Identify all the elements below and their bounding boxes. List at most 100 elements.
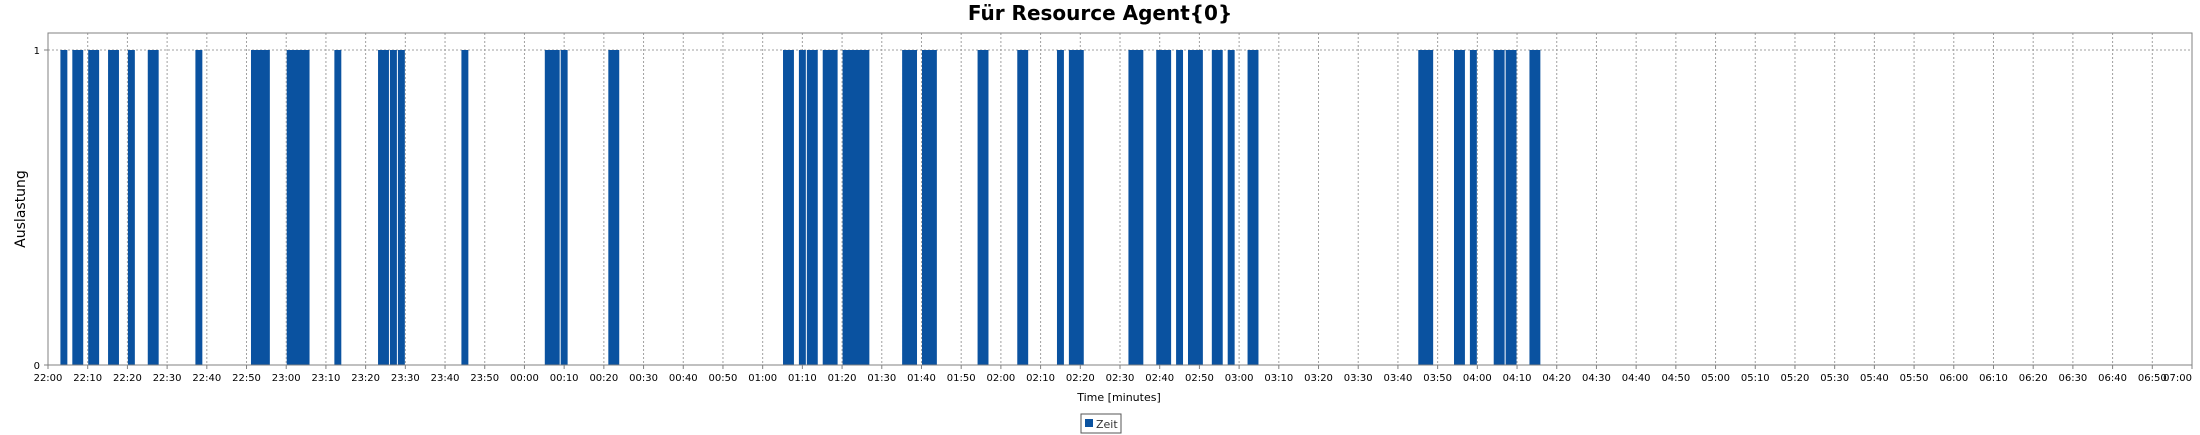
x-axis-ticks: 22:00 22:10 22:20 22:30 22:40 22:50 23:00 23:10… <box>34 365 2193 384</box>
x-tick-label: 04:50 <box>1661 373 1690 384</box>
x-tick-label: 00:30 <box>629 373 658 384</box>
x-tick-label: 01:10 <box>788 373 817 384</box>
x-tick-label: 02:50 <box>1185 373 1214 384</box>
bar <box>72 50 84 365</box>
x-tick-label: 03:00 <box>1225 373 1254 384</box>
x-tick-label: 03:50 <box>1423 373 1452 384</box>
x-tick-label: 05:00 <box>1701 373 1730 384</box>
bar <box>544 50 560 365</box>
x-tick-label: 05:40 <box>1860 373 1889 384</box>
chart-title: Für Resource Agent{0} <box>968 1 1232 25</box>
bar <box>783 50 794 365</box>
x-tick-label: 04:40 <box>1622 373 1651 384</box>
bar <box>378 50 389 365</box>
bar <box>250 50 270 365</box>
x-tick-label: 05:20 <box>1781 373 1810 384</box>
legend-label: Zeit <box>1096 418 1118 431</box>
x-tick-label: 06:50 <box>2138 373 2167 384</box>
bar <box>1469 50 1477 365</box>
x-tick-label: 05:50 <box>1900 373 1929 384</box>
bar <box>1187 50 1203 365</box>
bar <box>88 50 100 365</box>
x-tick-label: 02:20 <box>1066 373 1095 384</box>
x-tick-label: 03:10 <box>1264 373 1293 384</box>
x-tick-label: 02:40 <box>1145 373 1174 384</box>
bar <box>1156 50 1172 365</box>
bar <box>977 50 989 365</box>
bar <box>461 50 469 365</box>
x-tick-label: 03:40 <box>1384 373 1413 384</box>
bar <box>108 50 119 365</box>
x-tick-label: 23:10 <box>312 373 341 384</box>
x-tick-label: 00:20 <box>589 373 618 384</box>
x-tick-label: 03:20 <box>1304 373 1333 384</box>
x-tick-label: 06:20 <box>2019 373 2048 384</box>
bar <box>822 50 838 365</box>
x-tick-label: 22:10 <box>73 373 102 384</box>
bar <box>1227 50 1235 365</box>
y-axis-ticks: 01 <box>34 46 48 372</box>
bar <box>1454 50 1465 365</box>
bar <box>286 50 310 365</box>
x-tick-label: 00:10 <box>550 373 579 384</box>
plot-area <box>47 32 2193 366</box>
x-tick-label: 23:20 <box>351 373 380 384</box>
bar <box>1068 50 1084 365</box>
bar <box>1176 50 1184 365</box>
x-tick-label: 23:50 <box>470 373 499 384</box>
x-tick-label: 01:30 <box>867 373 896 384</box>
x-tick-label: 05:10 <box>1741 373 1770 384</box>
bars <box>60 50 1541 365</box>
bar <box>842 50 870 365</box>
x-tick-label: 00:00 <box>510 373 539 384</box>
bar <box>1056 50 1064 365</box>
x-axis-label: Time [minutes] <box>1076 391 1161 404</box>
x-tick-label: 06:00 <box>1939 373 1968 384</box>
legend-swatch <box>1085 419 1093 427</box>
x-tick-label: 00:40 <box>669 373 698 384</box>
bar <box>1529 50 1541 365</box>
x-tick-label: 02:10 <box>1026 373 1055 384</box>
x-tick-label: 02:30 <box>1106 373 1135 384</box>
y-tick-label: 0 <box>34 361 40 372</box>
x-tick-label: 01:00 <box>748 373 777 384</box>
x-tick-label: 01:40 <box>907 373 936 384</box>
bar <box>806 50 818 365</box>
bar <box>1493 50 1505 365</box>
x-tick-label: 22:00 <box>34 373 63 384</box>
bar <box>1211 50 1223 365</box>
x-tick-label: 07:00 <box>2163 373 2192 384</box>
x-tick-label: 04:10 <box>1503 373 1532 384</box>
bar <box>1128 50 1144 365</box>
x-tick-label: 22:40 <box>192 373 221 384</box>
bar <box>1505 50 1517 365</box>
bar <box>60 50 68 365</box>
bar <box>902 50 918 365</box>
x-tick-label: 01:20 <box>828 373 857 384</box>
x-tick-label: 23:00 <box>272 373 301 384</box>
x-tick-label: 01:50 <box>947 373 976 384</box>
bar <box>921 50 937 365</box>
x-tick-label: 00:50 <box>709 373 738 384</box>
bar <box>389 50 397 365</box>
bar <box>1017 50 1029 365</box>
x-tick-label: 03:30 <box>1344 373 1373 384</box>
y-tick-label: 1 <box>34 46 40 57</box>
x-tick-label: 23:40 <box>431 373 460 384</box>
legend-box <box>1080 413 1122 434</box>
x-tick-label: 22:50 <box>232 373 261 384</box>
bar <box>397 50 405 365</box>
x-tick-label: 04:30 <box>1582 373 1611 384</box>
bar <box>195 50 203 365</box>
bar <box>798 50 806 365</box>
x-tick-label: 22:20 <box>113 373 142 384</box>
bar <box>334 50 342 365</box>
bar <box>608 50 620 365</box>
x-tick-label: 02:00 <box>986 373 1015 384</box>
bar <box>147 50 159 365</box>
x-tick-label: 06:30 <box>2058 373 2087 384</box>
bar <box>127 50 135 365</box>
x-tick-label: 05:30 <box>1820 373 1849 384</box>
x-tick-label: 04:20 <box>1542 373 1571 384</box>
